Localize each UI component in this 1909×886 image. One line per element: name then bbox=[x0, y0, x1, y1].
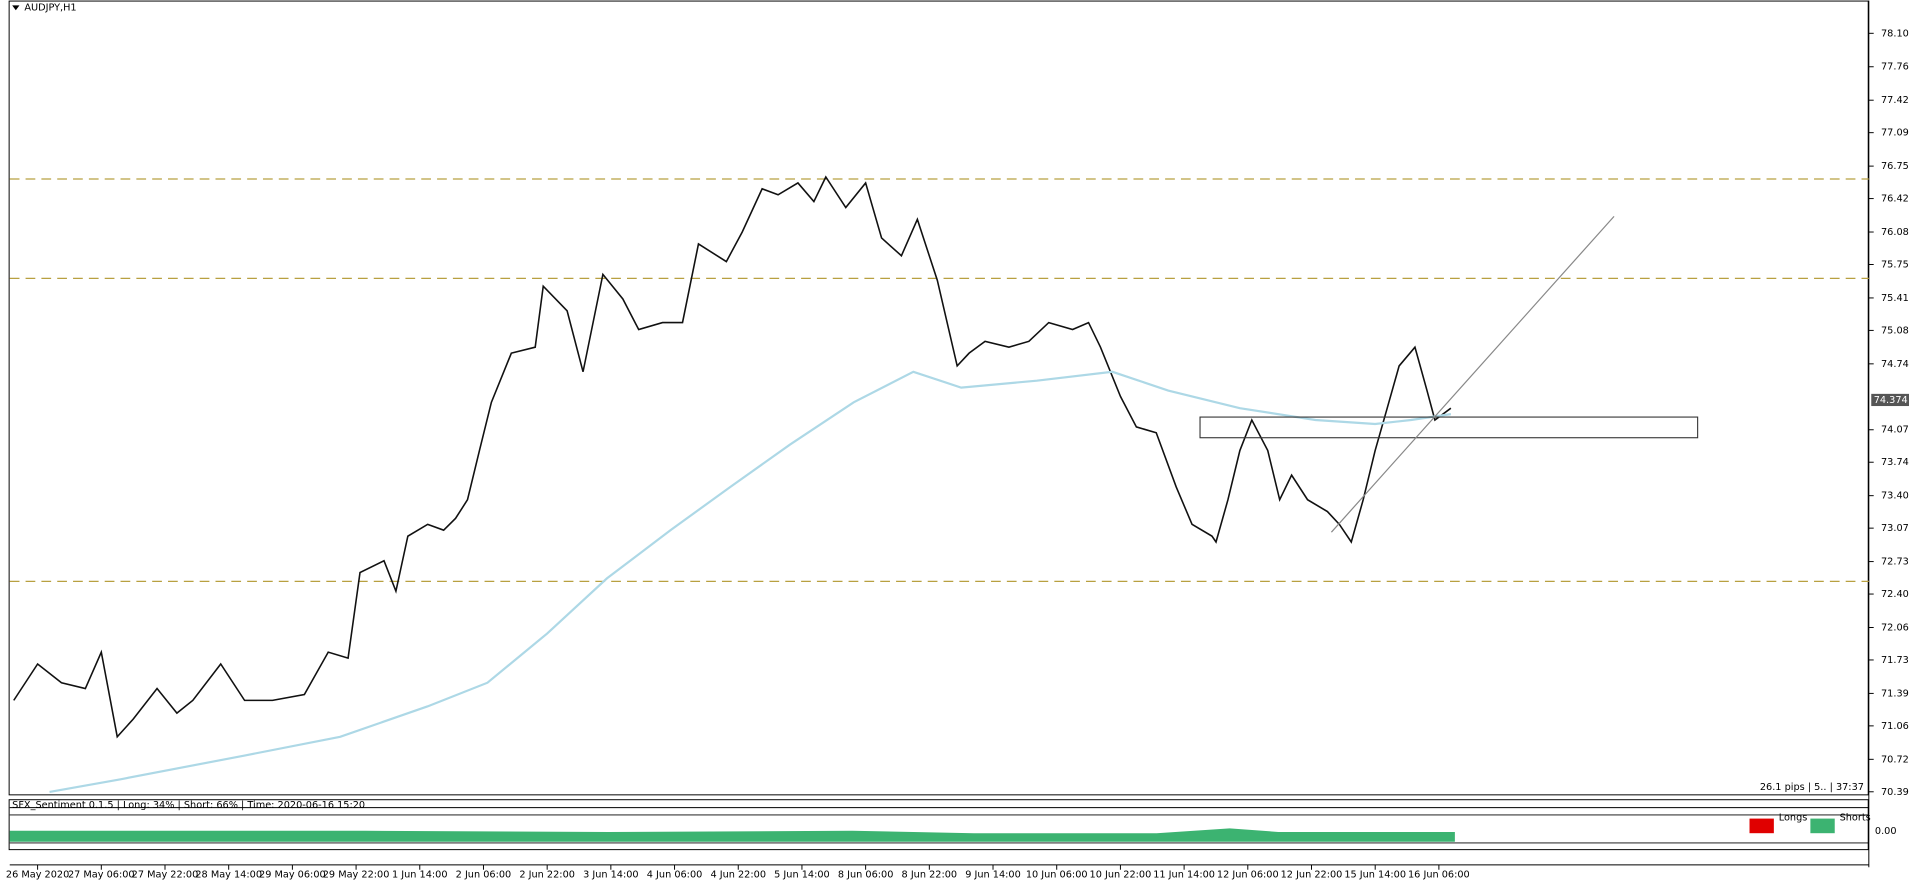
current-price-label: 74.374 bbox=[1874, 395, 1908, 406]
x-tick-label: 29 May 22:00 bbox=[323, 870, 390, 881]
y-tick-label: 74.741 bbox=[1881, 359, 1909, 370]
y-tick-label: 74.071 bbox=[1881, 425, 1909, 436]
y-tick-label: 70.391 bbox=[1881, 787, 1909, 798]
x-tick-label: 10 Jun 06:00 bbox=[1026, 870, 1088, 881]
x-tick-label: 28 May 14:00 bbox=[195, 870, 262, 881]
menu-arrow[interactable] bbox=[12, 5, 20, 11]
price-line bbox=[49, 370, 1452, 794]
y-tick-label: 75.751 bbox=[1881, 259, 1909, 270]
y-tick-label: 72.401 bbox=[1881, 589, 1909, 600]
x-tick-label: 3 Jun 14:00 bbox=[583, 870, 639, 881]
trend-line bbox=[1330, 215, 1615, 533]
x-tick-label: 27 May 06:00 bbox=[68, 870, 135, 881]
x-tick-label: 12 Jun 22:00 bbox=[1281, 870, 1343, 881]
y-tick-label: 78.101 bbox=[1881, 28, 1909, 39]
x-tick-label: 15 Jun 14:00 bbox=[1344, 870, 1406, 881]
y-tick-label: 70.721 bbox=[1881, 754, 1909, 765]
y-tick-label: 75.081 bbox=[1881, 325, 1909, 336]
x-tick-label: 2 Jun 22:00 bbox=[519, 870, 575, 881]
x-tick-label: 27 May 22:00 bbox=[132, 870, 199, 881]
legend-label: Shorts bbox=[1840, 812, 1871, 823]
x-tick-label: 9 Jun 14:00 bbox=[965, 870, 1021, 881]
symbol-title: AUDJPY,H1 bbox=[24, 3, 76, 14]
y-tick-label: 73.401 bbox=[1881, 491, 1909, 502]
y-tick-label: 71.061 bbox=[1881, 721, 1909, 732]
legend-label: Longs bbox=[1779, 812, 1808, 823]
indicator-zero: 0.00 bbox=[1875, 826, 1897, 837]
x-tick-label: 26 May 2020 bbox=[6, 870, 69, 881]
y-tick-label: 76.421 bbox=[1881, 194, 1909, 205]
indicator-title: SFX_Sentiment 0.1.5 | Long: 34% | Short:… bbox=[12, 800, 365, 811]
plot-frame bbox=[8, 0, 1869, 796]
y-tick-label: 71.391 bbox=[1881, 688, 1909, 699]
x-tick-label: 10 Jun 22:00 bbox=[1090, 870, 1152, 881]
x-tick-label: 2 Jun 06:00 bbox=[456, 870, 512, 881]
current-price-box bbox=[1871, 393, 1909, 407]
price-line bbox=[13, 175, 1452, 739]
y-tick-label: 77.421 bbox=[1881, 95, 1909, 106]
x-tick-label: 5 Jun 14:00 bbox=[774, 870, 830, 881]
x-tick-label: 4 Jun 22:00 bbox=[710, 870, 766, 881]
x-tick-label: 4 Jun 06:00 bbox=[647, 870, 703, 881]
x-tick-label: 1 Jun 14:00 bbox=[392, 870, 448, 881]
x-tick-label: 16 Jun 06:00 bbox=[1408, 870, 1470, 881]
y-tick-label: 73.071 bbox=[1881, 523, 1909, 534]
legend-swatch bbox=[1749, 818, 1774, 834]
y-tick-label: 72.061 bbox=[1881, 622, 1909, 633]
y-tick-label: 77.091 bbox=[1881, 128, 1909, 139]
y-tick-label: 76.751 bbox=[1881, 161, 1909, 172]
y-tick-label: 72.731 bbox=[1881, 557, 1909, 568]
info-text: 26.1 pips | 5.. | 37:37 bbox=[1760, 782, 1864, 793]
y-tick-label: 75.411 bbox=[1881, 293, 1909, 304]
indicator-frame bbox=[8, 799, 1869, 851]
x-tick-label: 12 Jun 06:00 bbox=[1217, 870, 1279, 881]
y-tick-label: 77.761 bbox=[1881, 62, 1909, 73]
legend-swatch bbox=[1810, 818, 1835, 834]
x-tick-label: 8 Jun 22:00 bbox=[902, 870, 958, 881]
y-tick-label: 76.081 bbox=[1881, 227, 1909, 238]
zone bbox=[1199, 416, 1699, 439]
x-tick-label: 11 Jun 14:00 bbox=[1153, 870, 1215, 881]
y-tick-label: 71.731 bbox=[1881, 655, 1909, 666]
x-tick-label: 8 Jun 06:00 bbox=[838, 870, 894, 881]
x-tick-label: 29 May 06:00 bbox=[259, 870, 326, 881]
sentiment-area bbox=[9, 828, 1455, 842]
y-tick-label: 73.741 bbox=[1881, 457, 1909, 468]
